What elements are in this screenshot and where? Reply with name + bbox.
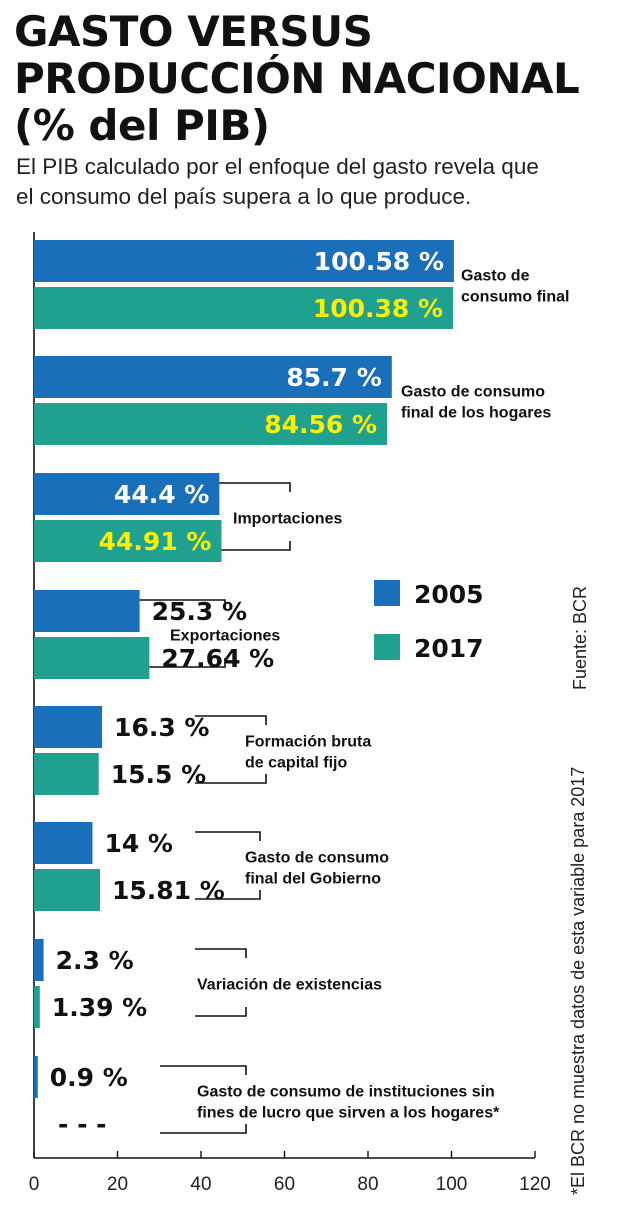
source-note: Fuente: BCR [570,585,590,690]
bar-label-2017-3: 27.64 % [161,644,274,673]
chart-title: GASTO VERSUS PRODUCCIÓN NACIONAL (% del … [14,7,580,150]
leader-bottom-3 [149,658,226,668]
title-line-3: (% del PIB) [14,101,270,150]
bar-2005-5 [34,822,93,864]
x-tick-label-120: 120 [519,1174,551,1195]
x-tick-label-40: 40 [190,1174,211,1195]
category-label-4-1: de capital fijo [245,755,347,772]
bar-label-2005-0: 100.58 % [314,247,444,276]
subtitle-line-2: el consumo del país supera a lo que prod… [16,184,472,209]
category-label-6-0: Variación de existencias [197,977,382,994]
category-label-3-0: Exportaciones [170,628,280,645]
bar-2017-3 [34,637,150,679]
bar-2017-2 [34,520,222,562]
category-label-5-0: Gasto de consumo [245,850,389,867]
bar-2005-3 [34,590,140,632]
x-tick-label-0: 0 [29,1174,40,1195]
category-label-0-0: Gasto de [461,268,530,285]
subtitle-line-1: El PIB calculado por el enfoque del gast… [16,154,539,179]
bar-label-2005-5: 14 % [104,829,173,858]
legend-label-2017: 2017 [414,634,484,663]
leader-top-5 [195,831,261,841]
category-label-2-0: Importaciones [233,511,342,528]
leader-bottom-6 [195,1007,247,1017]
leader-top-6 [195,948,247,958]
bar-label-2005-2: 44.4 % [114,480,209,509]
x-tick-label-80: 80 [357,1174,378,1195]
bar-2017-0 [34,287,454,329]
bar-label-2005-7: 0.9 % [50,1063,128,1092]
bar-2005-6 [34,939,44,981]
category-label-7-1: fines de lucro que sirven a los hogares* [197,1105,500,1122]
leader-bottom-7 [160,1124,247,1134]
legend-swatch-2017 [374,634,400,660]
bar-2017-4 [34,753,99,795]
bar-label-2017-4: 15.5 % [111,760,206,789]
category-label-5-1: final del Gobierno [245,871,381,888]
title-line-1: GASTO VERSUS [14,7,373,56]
leader-bottom-4 [195,774,267,784]
bar-label-2017-6: 1.39 % [52,993,147,1022]
bar-label-2005-3: 25.3 % [152,597,247,626]
bar-label-2017-2: 44.91 % [99,527,212,556]
bar-label-2017-1: 84.56 % [264,410,377,439]
legend-label-2005: 2005 [414,580,484,609]
bar-2017-6 [34,986,40,1028]
bar-label-2005-4: 16.3 % [114,713,209,742]
leader-bottom-2 [221,541,291,551]
leader-top-2 [219,482,291,492]
category-label-1-0: Gasto de consumo [401,384,545,401]
category-label-0-1: consumo final [461,289,569,306]
category-label-1-1: final de los hogares [401,405,551,422]
x-tick-label-20: 20 [107,1174,128,1195]
x-tick-label-100: 100 [436,1174,468,1195]
x-tick-label-60: 60 [274,1174,295,1195]
bar-label-2017-5: 15.81 % [112,876,225,905]
chart-subtitle: El PIB calculado por el enfoque del gast… [16,152,539,212]
bar-2005-2 [34,473,220,515]
category-label-7-0: Gasto de consumo de instituciones sin [197,1084,495,1101]
footnote: *El BCR no muestra datos de esta variabl… [568,766,588,1195]
bar-label-2005-1: 85.7 % [286,363,381,392]
bar-2005-1 [34,356,392,398]
bar-2017-1 [34,403,388,445]
bar-label-2017-0: 100.38 % [313,294,443,323]
leader-top-4 [195,715,267,725]
legend-swatch-2005 [374,580,400,606]
bar-label-2017-7: - - - [58,1110,107,1139]
bar-2005-0 [34,240,454,282]
bar-2005-7 [34,1056,38,1098]
leader-bottom-5 [195,890,261,900]
leader-top-7 [160,1065,247,1075]
leader-top-3 [139,599,226,609]
bar-2017-5 [34,869,101,911]
category-label-4-0: Formación bruta [245,734,371,751]
bar-label-2005-6: 2.3 % [56,946,134,975]
title-line-2: PRODUCCIÓN NACIONAL [14,54,580,103]
bar-2005-4 [34,706,103,748]
